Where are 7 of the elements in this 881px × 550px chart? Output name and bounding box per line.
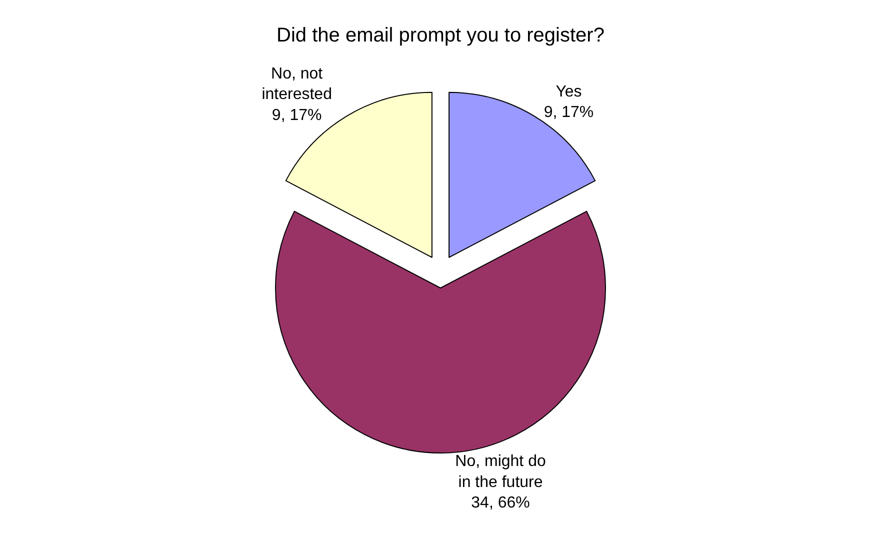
- slice-label: No, might do in the future: [455, 453, 546, 491]
- data-label: 34, 66%: [471, 494, 530, 512]
- data-label: 9, 17%: [272, 107, 322, 124]
- data-label: 9, 17%: [544, 104, 594, 122]
- slice-label: Yes: [556, 83, 582, 100]
- slice-label: No, not interested: [262, 65, 332, 104]
- chart-title: Did the email prompt you to register?: [276, 24, 604, 46]
